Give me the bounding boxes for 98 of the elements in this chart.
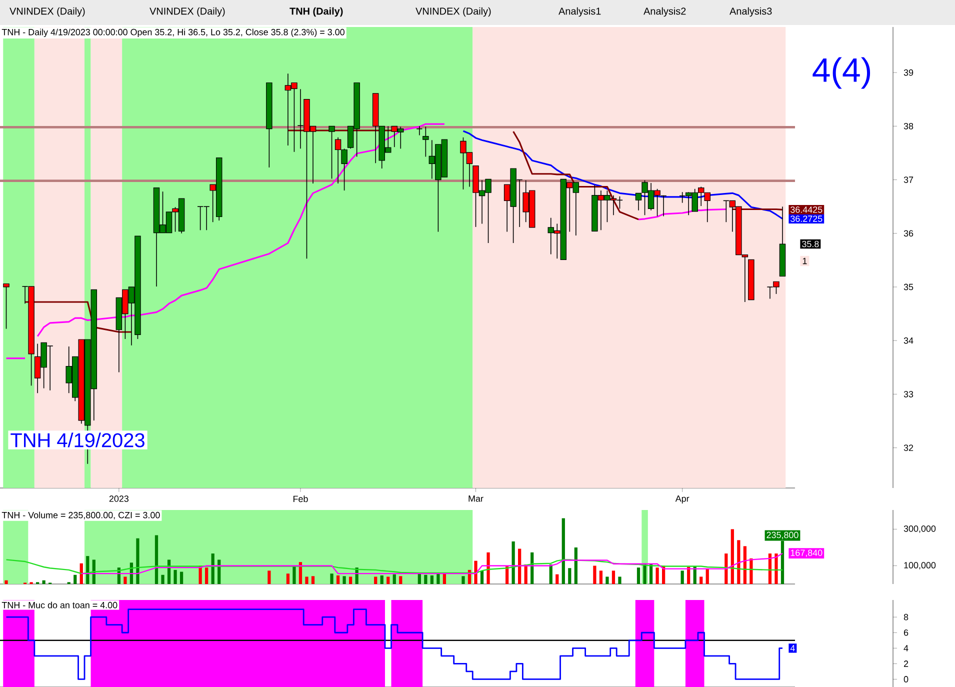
data-label: 235,800 [766,532,798,540]
y-tick-label: 33 [904,391,914,398]
bar [80,563,83,584]
text: Analysis2 [644,7,686,17]
y-tick-label: 34 [904,337,914,344]
bar [436,573,440,584]
bar [656,568,659,584]
text: 1 [802,258,807,264]
text: 35.8 [802,240,819,248]
text: VNINDEX (Daily) [150,7,225,17]
data-label: 36.4425 [790,206,822,213]
y-tick-label: 35 [904,284,914,290]
text: Analysis3 [730,7,772,17]
bar [680,570,684,584]
bar [462,576,465,584]
y-tick-label: 8 [904,614,908,620]
bar [136,538,140,584]
bar [574,547,578,584]
bar [174,570,177,584]
bar [4,580,8,584]
bar [556,574,559,584]
bar [380,575,384,584]
y-tick-label: 6 [904,629,908,636]
bar [86,556,90,584]
y-tick-label: 2 [904,660,908,667]
bar [386,576,390,584]
bar [618,576,622,584]
data-label: 167,840 [790,550,822,558]
chart-title: TNH - Volume = 235,800.00, CZI = 3.00 [2,512,160,520]
y-tick-label: 37 [904,176,914,183]
bar [348,576,352,584]
bar [599,570,603,584]
bar [42,580,46,584]
x-tick-label: Mar [468,496,484,502]
bar [342,576,346,584]
y-tick-label: 39 [904,69,914,76]
y-tick-label: 4 [904,645,908,652]
bar [430,575,434,584]
text: VNINDEX (Daily) [10,7,85,17]
bar [737,540,740,584]
data-label: 4 [790,645,795,652]
bar [154,535,158,584]
bar [612,570,616,584]
bar [211,553,214,584]
y-tick-label: 38 [904,122,914,130]
chart-title: TNH - Daily 4/19/2023 00:00:00 Open 35.2, Hi 36.5, Lo 35.2, Close 35.8 (2.3%) = 3.00 [2,28,344,38]
candlestick [422,126,429,158]
text: Analysis1 [558,7,601,17]
text: 4(4) [812,57,870,89]
bar [124,576,127,584]
bar [700,576,703,584]
text: TNH (Daily) [290,7,343,17]
bar [205,568,208,584]
bar [636,568,640,584]
bar [593,566,596,584]
bar [161,574,164,584]
candlestick [328,126,335,180]
bar [743,546,746,584]
candlestick [635,192,642,211]
bar [292,566,296,584]
bar [486,552,490,584]
y-tick-label: 100,000 [904,562,936,570]
bar [562,518,565,584]
bar [730,529,734,584]
y-tick-label: 32 [904,444,914,451]
bar [606,576,609,584]
y-tick-label: 36 [904,230,914,237]
x-tick-label: 2023 [109,496,129,502]
bar [74,574,77,584]
bar [311,576,315,584]
bar [392,574,396,584]
annotation: TNH 4/19/2023 [10,432,144,448]
text: VNINDEX (Daily) [416,7,491,17]
bar [374,576,378,584]
bar [706,568,709,584]
data-label: 36.2725 [790,216,822,222]
x-tick-label: Apr [675,496,690,504]
candlestick [3,283,10,330]
bar [568,568,572,584]
chart-title: TNH - Muc do an toan = 4.00 [2,602,118,608]
bar [518,548,522,584]
bar [180,572,184,584]
bar [774,553,778,584]
bar [512,541,515,584]
bar [286,574,290,584]
bar [480,570,484,584]
bar [330,574,334,584]
bar [305,576,308,584]
bar [474,560,478,584]
bar [268,570,271,584]
bar [336,575,340,584]
x-tick-label: Feb [293,496,308,502]
bar [399,576,402,584]
bar [442,574,446,584]
y-tick-label: 0 [904,676,908,682]
bar [424,574,428,584]
y-tick-label: 300,000 [904,525,936,533]
bar [750,558,753,584]
